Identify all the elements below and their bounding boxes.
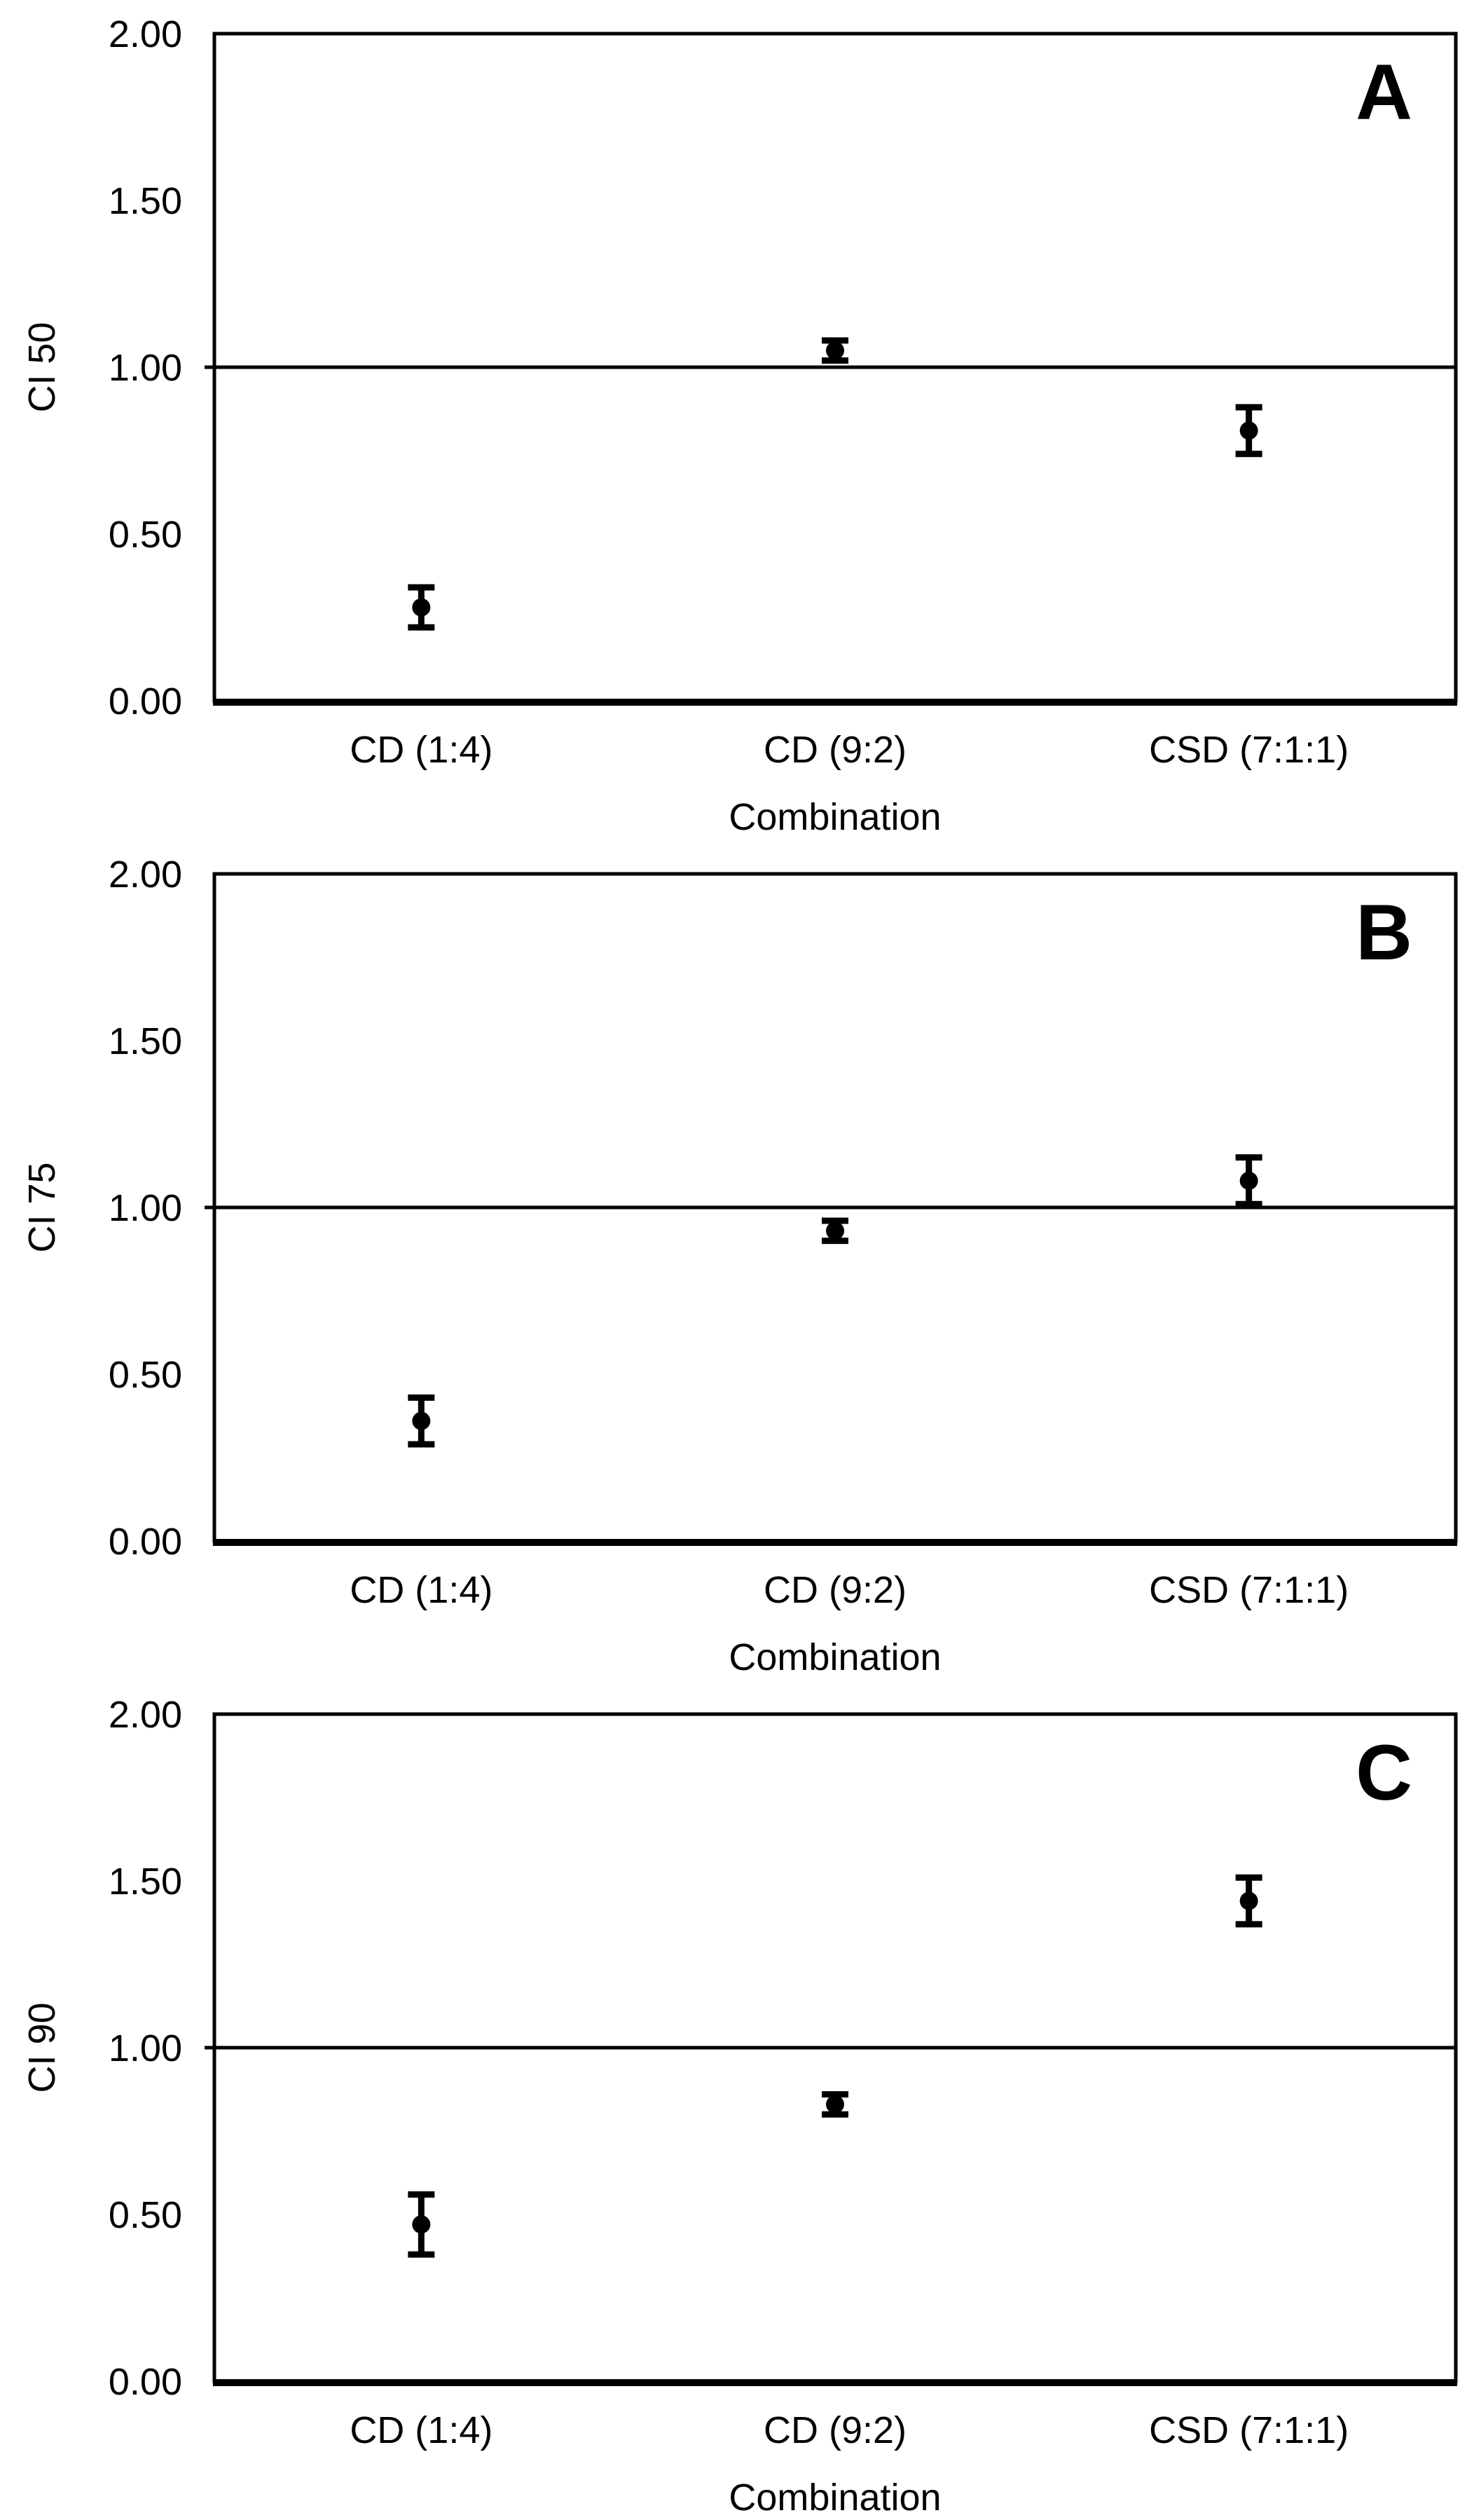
x-axis-title: Combination xyxy=(729,796,941,838)
x-axis-tick-label: CD (9:2) xyxy=(764,1569,907,1611)
data-point-marker xyxy=(826,1221,844,1240)
x-axis-tick-label: CD (1:4) xyxy=(350,1569,493,1611)
y-axis-title: CI 50 xyxy=(21,322,63,412)
y-axis-tick-label: 1.50 xyxy=(109,1861,182,1903)
x-axis-tick-label: CD (9:2) xyxy=(764,729,907,771)
y-axis-tick-label: 1.00 xyxy=(109,347,182,389)
y-axis-title: CI 90 xyxy=(21,2002,63,2093)
y-axis-tick-label: 0.50 xyxy=(109,2194,182,2236)
data-point-marker xyxy=(826,2095,844,2114)
x-axis-tick-label: CD (1:4) xyxy=(350,729,493,771)
y-axis-tick-label: 1.00 xyxy=(109,2027,182,2069)
y-axis-title: CI 75 xyxy=(21,1162,63,1252)
x-axis-tick-label: CSD (7:1:1) xyxy=(1149,2409,1349,2451)
data-point-marker xyxy=(412,2215,431,2234)
panel-letter: C xyxy=(1356,1729,1412,1816)
x-axis-title: Combination xyxy=(729,2477,941,2519)
x-axis-tick-label: CSD (7:1:1) xyxy=(1149,729,1349,771)
y-axis-tick-label: 2.00 xyxy=(109,13,182,55)
data-point-marker xyxy=(412,1411,431,1430)
x-axis-tick-label: CSD (7:1:1) xyxy=(1149,1569,1349,1611)
data-point-marker xyxy=(1239,421,1258,440)
panel-c-chart: 0.00 0.50 1.00 1.50 2.00 CI 90 CD (1:4) CD (9:2… xyxy=(21,1694,1458,2519)
data-point-marker xyxy=(412,598,431,617)
y-axis-tick-label: 1.50 xyxy=(109,1020,182,1062)
y-axis-tick-label: 0.00 xyxy=(109,2361,182,2403)
y-axis-tick-label: 0.50 xyxy=(109,514,182,556)
y-axis-tick-label: 1.50 xyxy=(109,180,182,222)
panel-a-chart: 0.00 0.50 1.00 1.50 2.00 CI 50 CD (1:4) CD (9:2… xyxy=(21,13,1458,838)
panel-letter: A xyxy=(1356,48,1412,136)
y-axis-tick-label: 0.00 xyxy=(109,1521,182,1563)
y-axis-tick-label: 2.00 xyxy=(109,854,182,896)
data-point-marker xyxy=(1239,1891,1258,1910)
x-axis-tick-label: CD (9:2) xyxy=(764,2409,907,2451)
y-axis-tick-label: 2.00 xyxy=(109,1694,182,1736)
y-axis-tick-label: 1.00 xyxy=(109,1187,182,1229)
panel-letter: B xyxy=(1356,889,1412,976)
panel-b-chart: 0.00 0.50 1.00 1.50 2.00 CI 75 CD (1:4) CD (9:2… xyxy=(21,854,1458,1678)
data-point-marker xyxy=(826,341,844,360)
x-axis-tick-label: CD (1:4) xyxy=(350,2409,493,2451)
data-point-marker xyxy=(1239,1171,1258,1190)
y-axis-tick-label: 0.50 xyxy=(109,1354,182,1396)
y-axis-tick-label: 0.00 xyxy=(109,680,182,723)
x-axis-title: Combination xyxy=(729,1636,941,1678)
